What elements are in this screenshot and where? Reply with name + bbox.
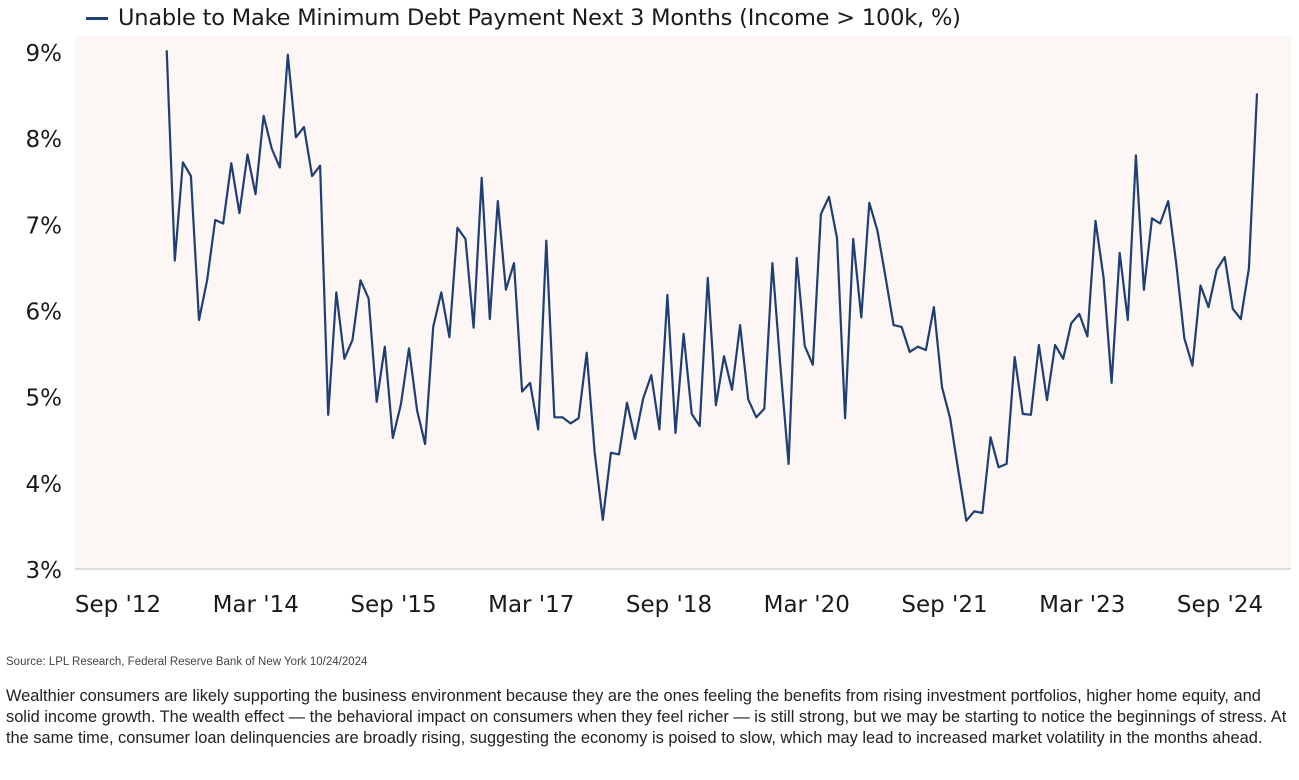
y-tick-label: 9% — [26, 41, 63, 67]
y-tick-label: 4% — [26, 472, 63, 498]
series-line — [165, 50, 1259, 522]
legend-label: Unable to Make Minimum Debt Payment Next… — [118, 5, 961, 31]
x-tick-label: Mar '17 — [488, 592, 574, 618]
legend-swatch — [86, 16, 108, 20]
x-tick-label: Sep '18 — [626, 592, 712, 618]
x-tick-label: Sep '15 — [350, 592, 436, 618]
line-chart: 3% 4% 5% 6% 7% 8% 9% Sep '12 Mar '14 Sep '15 Mar … — [25, 36, 1291, 618]
x-tick-label: Sep '12 — [75, 592, 161, 618]
y-tick-label: 8% — [26, 127, 63, 153]
x-tick-label: Mar '14 — [213, 592, 299, 618]
y-tick-label: 7% — [26, 213, 63, 239]
y-tick-label: 6% — [26, 300, 63, 326]
y-tick-label: 3% — [26, 558, 63, 584]
plot-background — [75, 36, 1291, 569]
legend: Unable to Make Minimum Debt Payment Next… — [86, 2, 961, 34]
source-note: Source: LPL Research, Federal Reserve Ba… — [6, 656, 368, 668]
x-tick-label: Sep '24 — [1177, 592, 1263, 618]
x-tick-label: Sep '21 — [901, 592, 987, 618]
x-tick-label: Mar '20 — [764, 592, 850, 618]
y-tick-label: 5% — [26, 386, 63, 412]
commentary-paragraph: Wealthier consumers are likely supportin… — [6, 687, 1287, 747]
x-tick-label: Mar '23 — [1039, 592, 1125, 618]
